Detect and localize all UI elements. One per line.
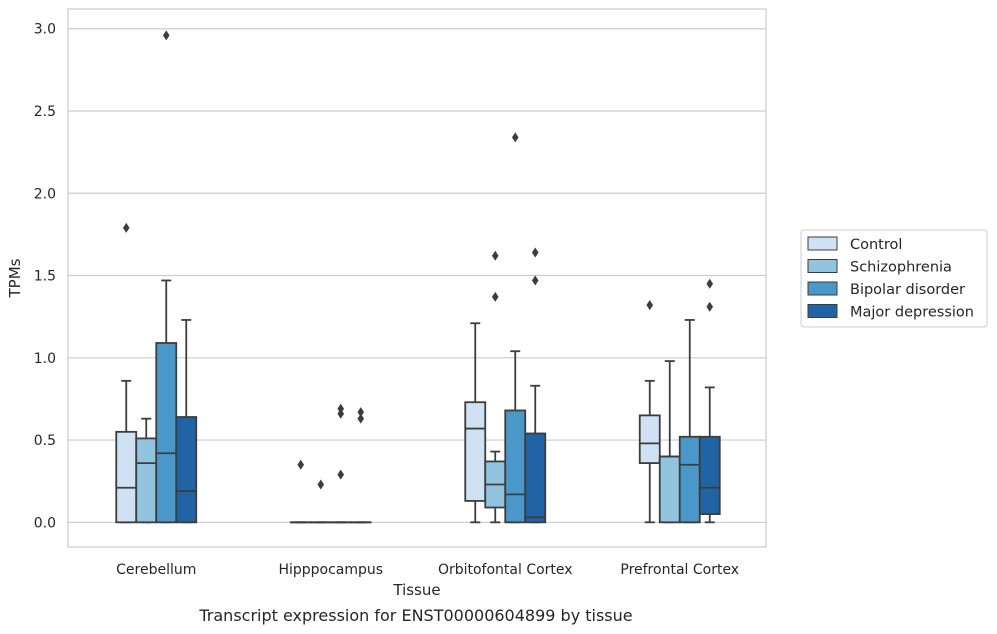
iqr-box — [658, 455, 681, 524]
outlier-point — [337, 469, 345, 480]
outlier-point — [317, 479, 325, 490]
iqr-box — [524, 432, 547, 524]
outlier-point — [122, 222, 130, 233]
iqr-box — [504, 409, 527, 524]
box-bipolar-disorder — [504, 132, 527, 524]
box-schizophrenia — [484, 250, 507, 524]
box-bipolar-disorder — [155, 30, 178, 524]
outlier-point — [531, 275, 539, 286]
outlier-point — [162, 30, 170, 41]
legend-swatch — [807, 281, 838, 296]
legend-label: Schizophrenia — [850, 260, 952, 276]
outlier-point — [531, 247, 539, 258]
y-tick-label: 0.5 — [34, 433, 56, 449]
iqr-box — [678, 435, 701, 524]
outlier-point — [337, 403, 345, 414]
y-tick-label: 1.5 — [34, 269, 56, 285]
outlier-point — [646, 300, 654, 311]
iqr-box — [115, 430, 138, 524]
box-series — [115, 30, 721, 524]
box-control — [289, 459, 312, 524]
box-major-depression — [349, 407, 372, 524]
outlier-point — [491, 291, 499, 302]
box-major-depression — [175, 319, 198, 524]
outlier-point — [357, 407, 365, 418]
y-tick-label: 0.0 — [34, 515, 56, 531]
y-tick-label: 2.5 — [34, 104, 56, 120]
legend-label: Major depression — [850, 305, 974, 321]
box-major-depression — [524, 247, 547, 524]
iqr-box — [155, 342, 178, 524]
legend-frame — [800, 229, 988, 328]
figure-caption: Transcript expression for ENST0000060489… — [199, 606, 633, 625]
y-tick-label: 2.0 — [34, 186, 56, 202]
box-bipolar-disorder — [678, 319, 701, 524]
x-tick-label: Hipppocampus — [278, 562, 383, 578]
iqr-box — [638, 414, 661, 464]
iqr-box — [135, 437, 158, 524]
outlier-point — [491, 250, 499, 261]
legend-swatch — [807, 236, 838, 251]
x-axis-ticks: Cerebellum Hipppocampus Orbitofontal Corte… — [116, 562, 739, 578]
x-axis-label: Tissue — [392, 581, 440, 599]
outlier-point — [357, 413, 365, 424]
box-major-depression — [698, 278, 721, 524]
box-schizophrenia — [309, 479, 332, 524]
box-control — [638, 300, 661, 524]
outlier-point — [511, 132, 519, 143]
x-tick-label: Orbitofontal Cortex — [438, 562, 573, 578]
legend-swatch — [807, 304, 838, 318]
y-tick-label: 1.0 — [34, 351, 56, 367]
outlier-point — [706, 301, 714, 312]
iqr-box — [175, 416, 198, 524]
y-tick-label: 3.0 — [34, 22, 56, 38]
box-control — [115, 222, 138, 524]
iqr-box — [698, 435, 721, 515]
outlier-point — [706, 278, 714, 289]
x-tick-label: Cerebellum — [116, 562, 196, 578]
box-bipolar-disorder — [329, 403, 352, 524]
legend-swatch — [807, 259, 838, 273]
box-schizophrenia — [658, 360, 681, 524]
outlier-point — [297, 459, 305, 470]
plot-area-frame — [67, 8, 767, 548]
legend: Control Schizophrenia Bipolar disorder Majo… — [800, 229, 988, 328]
box-schizophrenia — [135, 417, 158, 524]
box-control — [464, 322, 487, 524]
x-tick-label: Prefrontal Cortex — [620, 562, 739, 578]
y-axis-label: TPMs — [6, 258, 24, 298]
y-axis-ticks: 0.0 0.5 1.0 1.5 2.0 2.5 3.0 — [34, 22, 56, 532]
legend-label: Bipolar disorder — [850, 282, 965, 298]
iqr-box — [464, 401, 487, 502]
legend-label: Control — [850, 237, 902, 253]
